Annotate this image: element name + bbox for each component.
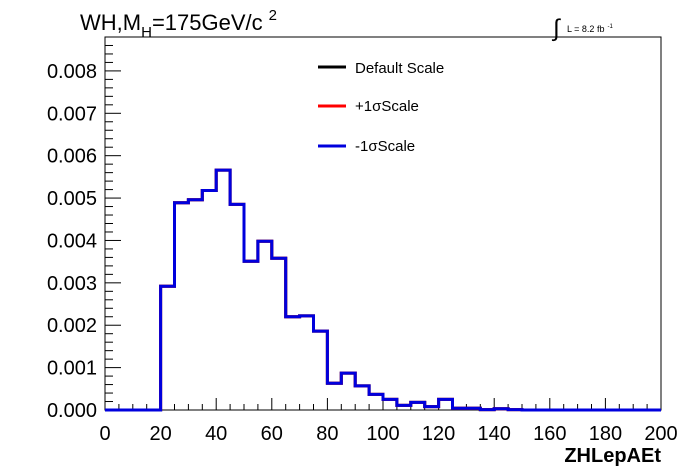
y-tick-label: 0.004 [47,230,97,252]
x-tick-label: 60 [261,423,283,445]
y-tick-label: 0.006 [47,146,97,168]
series-line-2 [105,168,661,412]
x-tick-label: 140 [478,423,511,445]
y-tick-label: 0.007 [47,103,97,125]
lumi-superscript: -1 [607,24,613,30]
y-tick-label: 0.003 [47,273,97,295]
x-tick-label: 160 [533,423,566,445]
y-tick-label: 0.000 [47,400,97,422]
x-axis-title: ZHLepAEt [564,445,661,467]
plot-frame [104,36,662,411]
series-line-0 [105,168,661,412]
title-rest: =175GeV/c [152,10,263,35]
lumi-label: L = 8.2 fb -1 [567,24,613,34]
x-tick-label: 80 [316,423,338,445]
legend-label-plus1sigma: +1σScale [355,98,419,115]
legend-label-minus1sigma: -1σScale [355,138,415,155]
x-axis: 0 20 40 60 80 100 120 140 160 180 200 [99,398,678,445]
title-main: WH,M [80,10,141,35]
y-tick-label: 0.005 [47,188,97,210]
title-superscript: 2 [269,7,277,24]
x-tick-label: 200 [644,423,677,445]
series-line-1 [105,168,661,412]
lumi-text: L = 8.2 fb [567,24,604,34]
x-tick-label: 40 [205,423,227,445]
y-tick-label: 0.008 [47,61,97,83]
x-tick-label: 180 [589,423,622,445]
chart-title: WH,MH=175GeV/c 2 [80,7,277,41]
series-layer [105,168,661,412]
legend-label-default: Default Scale [355,60,444,77]
x-tick-label: 20 [149,423,171,445]
x-tick-label: 0 [99,423,110,445]
y-axis: 0.000 0.001 0.002 0.003 0.004 0.005 0.006 0.007… [47,36,121,422]
y-tick-label: 0.001 [47,358,97,380]
x-tick-label: 120 [422,423,455,445]
y-tick-label: 0.002 [47,315,97,337]
title-subscript: H [141,24,152,41]
x-tick-label: 100 [366,423,399,445]
legend: Default Scale +1σScale -1σScale [318,60,444,155]
lumi-integral-symbol: ∫ [551,15,561,42]
